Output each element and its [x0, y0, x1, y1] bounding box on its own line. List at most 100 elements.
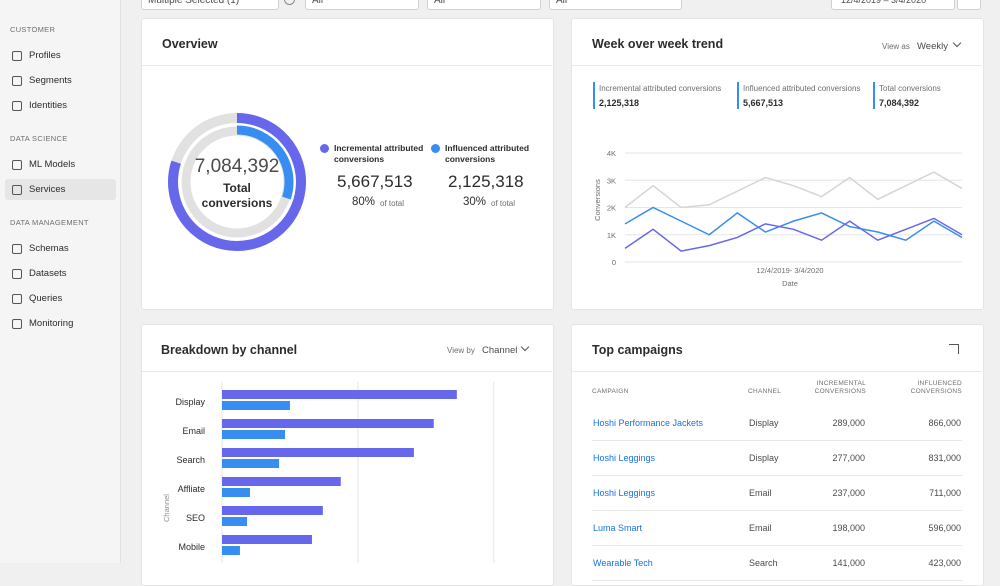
bar [222, 459, 280, 468]
bar [222, 535, 312, 544]
filter-box[interactable] [141, 0, 279, 10]
bar [222, 517, 248, 526]
kpi-label: Incremental attributed conversions [599, 84, 722, 93]
kpi-value: 7,084,392 [879, 98, 920, 108]
campaigns-table: CAMPAIGN CHANNEL INCREMENTAL CONVERSIONS IN… [592, 380, 962, 581]
campaign-link[interactable]: Luma Smart [592, 510, 748, 546]
nav-item[interactable]: Queries [29, 293, 63, 304]
category-label: Email [182, 426, 205, 436]
campaign-link[interactable]: Hoshi Performance Jackets [592, 406, 748, 441]
overview-card [141, 18, 554, 310]
campaign-link[interactable]: Hoshi Leggings [592, 440, 748, 476]
category-label: Search [176, 455, 205, 465]
donut-arc [236, 125, 294, 200]
bar [222, 546, 240, 555]
legend-note: of total [380, 199, 405, 208]
nav-item[interactable]: ML Models [29, 159, 76, 170]
expand-icon[interactable] [949, 344, 959, 354]
legend-percent: 30% [463, 196, 487, 208]
nav-item[interactable]: Segments [29, 75, 72, 86]
nav-section: CUSTOMER [10, 25, 56, 34]
total-value: 7,084,392 [194, 156, 280, 177]
legend-name: Incremental attributed conversions [334, 143, 424, 164]
table-cell: 198,000 [804, 510, 866, 546]
bar [222, 506, 323, 515]
table-cell: 237,000 [804, 475, 866, 511]
nav-icon [12, 51, 22, 61]
nav-section: DATA MANAGEMENT [10, 218, 89, 227]
legend-name: Influenced attributed conversions [445, 143, 530, 164]
column-header[interactable]: INFLUENCED CONVERSIONS [910, 380, 962, 395]
card-title: Top campaigns [592, 343, 683, 357]
table-row: Luma Smart Email 198,000 596,000 [592, 510, 962, 546]
category-label: Mobile [178, 542, 205, 552]
table-cell: 141,000 [804, 545, 866, 581]
table-cell: Search [748, 545, 804, 581]
table-row: Hoshi Leggings Display 277,000 831,000 [592, 440, 962, 476]
table-cell: 866,000 [866, 406, 962, 441]
table-cell: Display [748, 440, 804, 476]
legend-note: of total [491, 199, 516, 208]
column-header[interactable]: INCREMENTAL CONVERSIONS [814, 380, 866, 395]
filter-box[interactable] [427, 0, 541, 10]
table-cell: 596,000 [866, 510, 962, 546]
card-divider [571, 65, 982, 66]
view-select[interactable]: Weekly [917, 41, 948, 52]
nav-item[interactable]: Datasets [29, 268, 67, 279]
table-cell: Email [748, 475, 804, 511]
nav-icon [12, 160, 22, 170]
x-axis-label: Date [782, 279, 798, 288]
nav-item[interactable]: Profiles [29, 50, 61, 61]
header-row: CAMPAIGN CHANNEL INCREMENTAL CONVERSIONS IN… [592, 380, 962, 406]
filter-box[interactable] [305, 0, 419, 10]
kpi-bar [593, 82, 595, 109]
view-label: View by [447, 346, 475, 355]
table-cell: Display [748, 406, 804, 441]
filter-value: All [312, 0, 324, 6]
table-cell: 289,000 [804, 406, 866, 441]
kpi-value: 5,667,513 [743, 98, 784, 108]
nav-icon [12, 244, 22, 254]
line-series [624, 206, 963, 242]
nav-item[interactable]: Schemas [29, 243, 69, 254]
card-divider [571, 371, 982, 372]
nav-item[interactable]: Destinations [26, 0, 81, 3]
nav-icon [12, 319, 22, 329]
column-header: CHANNEL [748, 388, 782, 395]
card-title: Breakdown by channel [161, 343, 298, 357]
line-series [624, 171, 963, 209]
bar [222, 401, 290, 410]
line-series [624, 217, 963, 252]
y-tick-label: 3K [607, 176, 616, 185]
kpi-label: Influenced attributed conversions [743, 84, 861, 93]
card-title: Overview [162, 37, 218, 51]
category-label: Affliate [178, 484, 205, 494]
bar [222, 488, 250, 497]
filter-value: All [556, 0, 568, 6]
x-range: 12/4/2019- 3/4/2020 [756, 266, 823, 275]
sidebar [0, 0, 121, 563]
nav-item[interactable]: Monitoring [29, 318, 74, 329]
kpi-bar [737, 82, 739, 109]
campaign-link[interactable]: Hoshi Leggings [592, 475, 748, 511]
table-row: Hoshi Leggings Email 237,000 711,000 [592, 475, 962, 511]
nav-item[interactable]: Identities [29, 100, 68, 111]
table-cell: 423,000 [866, 545, 962, 581]
filter-box[interactable] [549, 0, 682, 10]
card-divider [141, 65, 552, 66]
calendar-button[interactable] [957, 0, 981, 10]
date-range: 12/4/2019 – 3/4/2020 [841, 0, 927, 5]
y-axis-label: Conversions [593, 179, 602, 221]
legend-dot [320, 144, 329, 153]
nav-icon [12, 76, 22, 86]
nav-item[interactable]: Services [29, 184, 66, 195]
view-select[interactable]: Channel [482, 345, 518, 356]
category-label: SEO [186, 513, 205, 523]
y-tick-label: 1K [607, 231, 616, 240]
bar [222, 477, 341, 486]
campaign-link[interactable]: Wearable Tech [592, 545, 748, 581]
card-divider [141, 371, 552, 372]
charts: 0 1K 2K 3K 4K Conversions 12/4/2019- 3/4/2020 D… [162, 113, 963, 563]
y-tick-label: 4K [607, 149, 616, 158]
date-box[interactable] [831, 0, 955, 10]
